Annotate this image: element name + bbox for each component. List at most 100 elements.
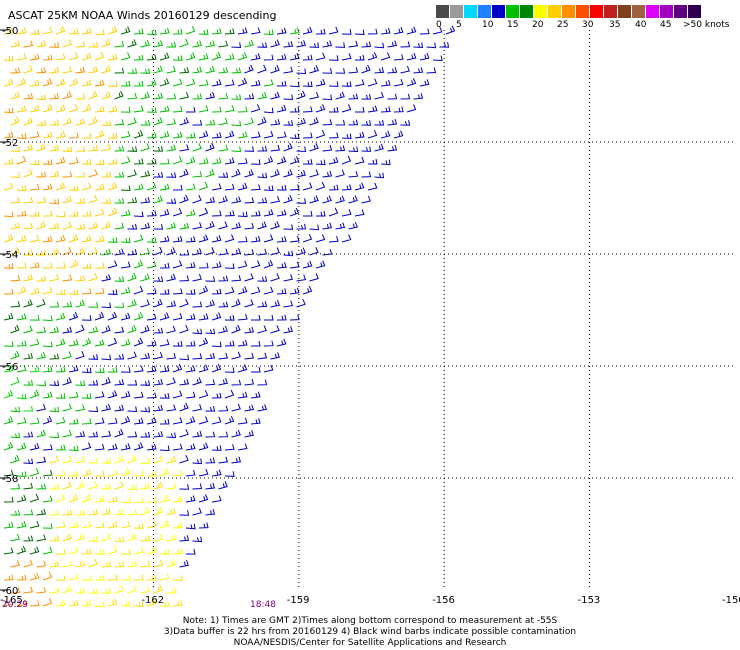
wind-barb: [224, 210, 235, 217]
wind-barb: [10, 350, 20, 360]
wind-barb: [120, 237, 131, 244]
wind-barb: [107, 260, 118, 269]
wind-barb: [159, 339, 170, 347]
colorbar-swatch: [450, 5, 464, 18]
wind-barb: [36, 586, 47, 594]
wind-barb: [55, 493, 66, 503]
colorbar-label: 20: [532, 20, 544, 30]
wind-barb: [23, 250, 34, 256]
wind-barb: [49, 326, 60, 334]
wind-barb: [348, 40, 359, 48]
wind-barb: [42, 391, 53, 399]
wind-barb: [49, 483, 60, 490]
wind-barb: [133, 105, 144, 113]
wind-barb: [166, 66, 176, 74]
wind-barb: [114, 119, 125, 126]
wind-barb: [309, 142, 319, 152]
wind-barb: [172, 78, 183, 87]
wind-barb: [81, 159, 92, 165]
wind-barb: [88, 169, 98, 178]
wind-barb: [133, 130, 144, 139]
wind-barb: [270, 196, 280, 204]
wind-barb: [120, 600, 131, 607]
wind-barb: [322, 144, 333, 152]
wind-barb: [328, 156, 339, 165]
wind-barb: [283, 326, 293, 334]
wind-barb: [153, 224, 164, 230]
wind-barb: [153, 276, 164, 282]
wind-barb: [380, 27, 391, 35]
wind-barb: [23, 405, 34, 412]
wind-barb: [88, 558, 98, 568]
wind-barb: [153, 65, 163, 74]
wind-barb: [94, 601, 105, 608]
wind-barb: [315, 129, 326, 139]
wind-barb: [237, 260, 248, 269]
wind-barb: [140, 482, 151, 490]
time-label-mid: 18:48: [250, 600, 276, 610]
wind-barb: [302, 26, 313, 35]
wind-barb: [88, 406, 99, 413]
wind-barb: [322, 170, 333, 178]
wind-barb: [55, 366, 66, 373]
wind-barb: [88, 508, 99, 516]
wind-barb: [121, 548, 131, 555]
wind-barb: [153, 351, 163, 360]
wind-barb: [10, 324, 20, 334]
wind-barb: [192, 222, 202, 230]
wind-barb: [393, 130, 404, 139]
wind-barb: [198, 157, 209, 165]
wind-barb: [75, 380, 86, 387]
wind-barb: [367, 105, 378, 113]
wind-barb: [16, 286, 27, 295]
wind-barb: [23, 509, 34, 516]
wind-barb: [231, 168, 241, 178]
wind-barb: [257, 325, 267, 334]
wind-barb: [146, 598, 157, 607]
wind-barb: [153, 584, 163, 594]
wind-barb: [101, 171, 112, 178]
wind-barb: [211, 469, 222, 477]
wind-barb: [263, 130, 274, 139]
wind-barb: [120, 443, 131, 451]
wind-barb: [29, 389, 40, 399]
wind-barb: [146, 497, 157, 504]
wind-barb: [94, 391, 105, 399]
wind-barb: [302, 54, 313, 61]
wind-barb: [10, 376, 20, 386]
wind-barb: [55, 470, 66, 477]
wind-barb: [309, 273, 319, 282]
wind-barb: [341, 234, 352, 243]
wind-barb: [133, 80, 144, 87]
wind-barb: [29, 520, 40, 529]
wind-barb: [107, 158, 118, 165]
wind-barb: [23, 586, 34, 594]
wind-barb: [172, 443, 183, 451]
wind-barb: [185, 313, 196, 321]
colorbar-label: 30: [582, 20, 594, 30]
wind-barb: [166, 482, 177, 490]
wind-barb: [94, 521, 105, 529]
wind-barb: [114, 171, 125, 178]
wind-barb: [244, 64, 254, 74]
wind-barb: [120, 521, 131, 529]
colorbar-swatch: [506, 5, 520, 18]
wind-barb: [10, 275, 21, 282]
wind-barb: [166, 93, 177, 100]
wind-barb: [257, 42, 268, 48]
wind-barb: [127, 560, 138, 568]
wind-barb: [101, 325, 111, 334]
wind-barb: [231, 275, 242, 282]
wind-barb: [146, 546, 157, 555]
wind-barb: [120, 390, 131, 399]
colorbar-label: 25: [557, 20, 569, 30]
wind-barb: [198, 390, 209, 399]
wind-barb: [75, 247, 85, 256]
colorbar-swatch: [632, 5, 646, 18]
wind-barb: [166, 247, 176, 256]
wind-barb: [133, 311, 144, 321]
wind-barb: [198, 522, 209, 529]
wind-barb: [328, 236, 339, 243]
wind-barb: [42, 315, 53, 322]
wind-barb: [263, 340, 274, 347]
